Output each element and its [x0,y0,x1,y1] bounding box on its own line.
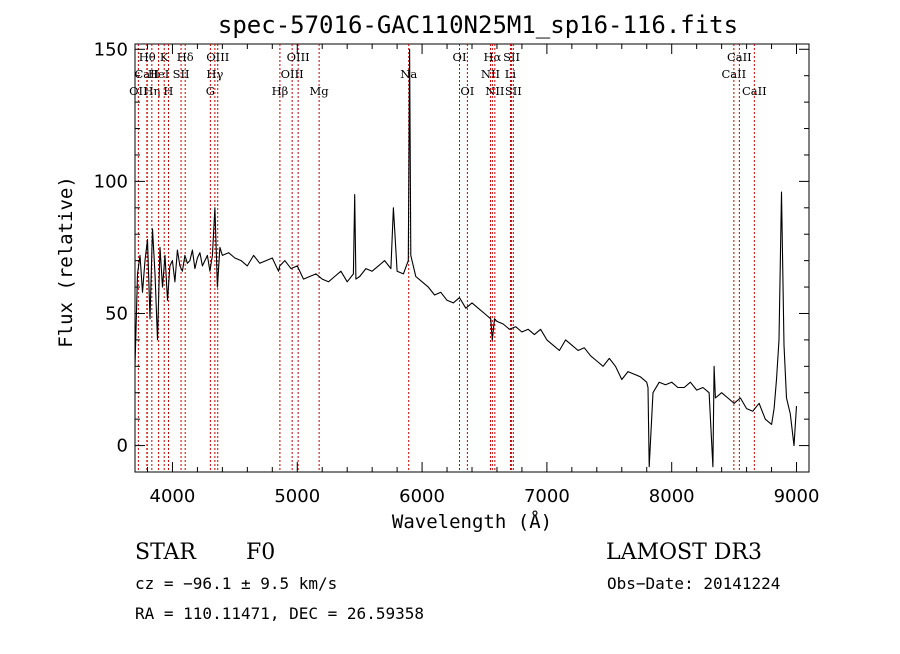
line-label-5: K [160,50,169,64]
line-label-11: OIII [206,50,229,64]
line-label-0: OII [129,84,148,98]
spectrum-line [134,48,798,468]
line-label-3: Hη [143,84,160,98]
line-label-27: CaII [742,84,767,98]
line-label-16: Na [400,67,417,81]
redshift-cz: cz = −96.1 ± 9.5 km/s [135,574,338,593]
x-axis-label: Wavelength (Å) [392,510,552,533]
line-label-22: Li [505,67,517,81]
line-label-8: Hδ [177,50,194,64]
y-tick-label-0: 0 [117,436,128,457]
x-tick-label-2: 6000 [399,486,445,507]
x-tick-label-0: 4000 [150,486,196,507]
line-label-2: Hθ [139,50,156,64]
line-label-25: CaII [721,67,746,81]
line-label-7: SII [173,67,190,81]
x-tick-label-3: 7000 [524,486,570,507]
line-label-24: SII [505,84,522,98]
line-label-10: Hγ [206,67,223,81]
line-label-9: G [206,84,215,98]
line-label-26: CaII [727,50,752,64]
x-tick-label-1: 5000 [274,486,320,507]
survey-name: LAMOST DR3 [606,540,762,565]
x-tick-label-5: 9000 [774,486,820,507]
spectral-subclass: F0 [246,540,276,565]
line-label-17: OI [453,50,467,64]
axes-layer: 4000 5000 6000 7000 8000 9000 0 50 100 150 [94,39,820,507]
y-axis-label: Flux (relative) [55,176,77,348]
observation-date: Obs−Date: 20141224 [607,574,781,593]
chart-title: spec-57016-GAC110N25M1_sp16-116.fits [218,11,738,39]
line-label-19: NII [481,67,500,81]
y-tick-label-1: 50 [105,303,128,324]
line-label-13: OIII [281,67,304,81]
line-label-4: HeI [148,67,169,81]
spectral-line-markers: OIICaIIHθHηHeIKHSIIHδGHγOIIIHβOIIIOIIIMg… [129,44,767,472]
line-label-18: OI [460,84,474,98]
coordinates: RA = 110.11471, DEC = 26.59358 [135,604,424,623]
line-label-12: Hβ [272,84,289,98]
y-tick-label-2: 100 [94,171,128,192]
line-label-23: SII [503,50,520,64]
line-label-21: NII [485,84,504,98]
y-tick-label-3: 150 [94,39,128,60]
x-tick-label-4: 8000 [649,486,695,507]
line-label-6: H [163,84,173,98]
object-type: STAR [135,540,196,565]
line-label-15: Mg [310,84,330,98]
line-label-14: OIII [287,50,310,64]
spectrum-layer [134,48,798,468]
line-label-20: Hα [483,50,501,64]
